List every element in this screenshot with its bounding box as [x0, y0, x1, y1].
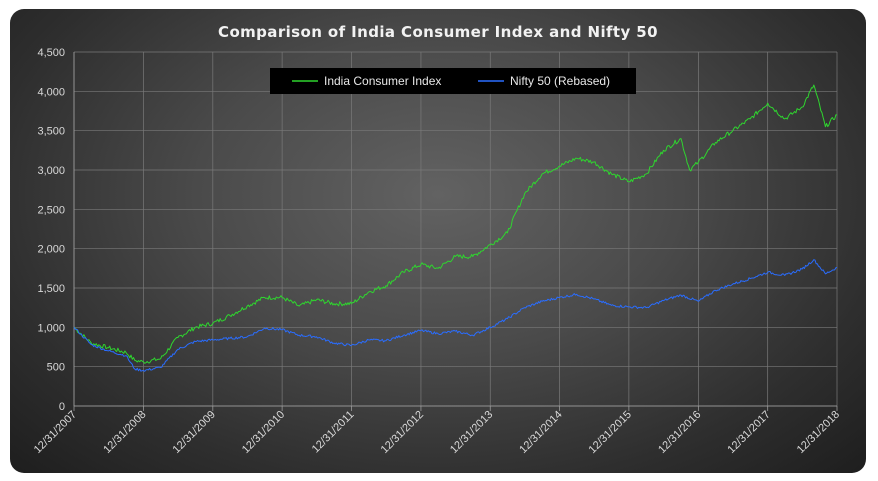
y-tick-label: 0: [59, 401, 65, 413]
y-tick-label: 3,000: [37, 165, 65, 177]
y-tick-label: 4,000: [37, 86, 65, 98]
y-tick-label: 1,500: [37, 283, 65, 295]
x-tick-label: 12/31/2015: [587, 409, 634, 456]
y-tick-label: 2,000: [37, 244, 65, 256]
x-tick-label: 12/31/2010: [240, 409, 287, 456]
legend: India Consumer Index Nifty 50 (Rebased): [270, 68, 636, 94]
y-tick-label: 3,500: [37, 126, 65, 138]
x-tick-label: 12/31/2009: [171, 409, 218, 456]
series-line-nifty-50-rebased: [73, 259, 838, 372]
y-tick-label: 500: [47, 362, 65, 374]
x-tick-label: 12/31/2018: [795, 409, 842, 456]
x-tick-label: 12/31/2013: [448, 409, 495, 456]
x-tick-label: 12/31/2017: [725, 409, 772, 456]
x-tick-label: 12/31/2011: [310, 409, 357, 456]
series-layer: [73, 84, 838, 372]
grid-layer: [73, 51, 838, 407]
y-tick-label: 2,500: [37, 204, 65, 216]
y-tick-label: 4,500: [37, 47, 65, 59]
series-line-india-consumer-index: [73, 84, 838, 364]
x-tick-label: 12/31/2007: [32, 409, 79, 456]
chart-title: Comparison of India Consumer Index and N…: [218, 23, 658, 41]
legend-box: [270, 68, 636, 94]
x-tick-label: 12/31/2012: [379, 409, 426, 456]
axis-layer: 0 500 1,000 1,500 2,000 2,500 3,000 3,500 4,000 4…: [32, 47, 842, 456]
legend-label-consumer: India Consumer Index: [324, 74, 441, 88]
x-tick-label: 12/31/2008: [101, 409, 148, 456]
y-tick-label: 1,000: [37, 322, 65, 334]
x-tick-label: 12/31/2014: [517, 409, 564, 456]
legend-label-nifty: Nifty 50 (Rebased): [510, 74, 610, 88]
x-tick-label: 12/31/2016: [656, 409, 703, 456]
